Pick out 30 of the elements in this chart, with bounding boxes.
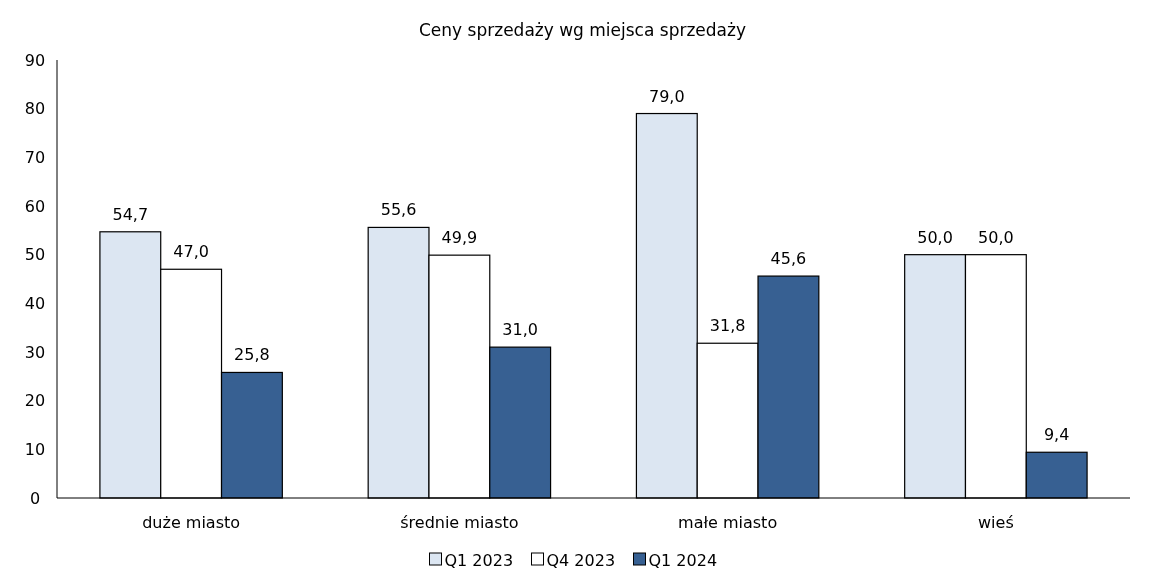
legend-label: Q1 2024 <box>648 551 718 570</box>
data-label: 79,0 <box>649 86 685 106</box>
x-tick-label: duże miasto <box>142 513 241 532</box>
data-label: 49,9 <box>441 228 478 248</box>
y-tick-label: 20 <box>24 391 46 411</box>
y-tick-label: 50 <box>24 245 46 265</box>
y-tick-label: 70 <box>24 147 46 167</box>
x-tick-label: średnie miasto <box>400 513 519 532</box>
data-label: 45,6 <box>770 249 807 269</box>
y-tick-label: 0 <box>29 488 41 508</box>
y-tick-label: 40 <box>24 293 46 313</box>
legend-label: Q1 2023 <box>444 551 514 570</box>
y-tick-label: 80 <box>24 99 46 119</box>
x-tick-label: wieś <box>978 513 1014 532</box>
y-tick-label: 90 <box>24 50 46 70</box>
data-label: 54,7 <box>112 204 149 224</box>
data-label: 50,0 <box>978 227 1014 247</box>
data-label: 9,4 <box>1043 425 1070 445</box>
data-label: 31,0 <box>502 320 538 340</box>
y-tick-label: 60 <box>24 196 46 216</box>
legend-label: Q4 2023 <box>546 551 616 570</box>
x-tick-label: małe miasto <box>678 513 778 532</box>
chart-title: Ceny sprzedaży wg miejsca sprzedaży <box>419 20 746 40</box>
data-label: 50,0 <box>917 227 953 247</box>
data-label: 55,6 <box>380 200 417 220</box>
y-tick-label: 10 <box>24 439 46 459</box>
data-label: 31,8 <box>709 316 746 336</box>
data-label: 47,0 <box>173 242 209 262</box>
data-label: 25,8 <box>234 345 270 365</box>
y-tick-label: 30 <box>24 342 46 362</box>
